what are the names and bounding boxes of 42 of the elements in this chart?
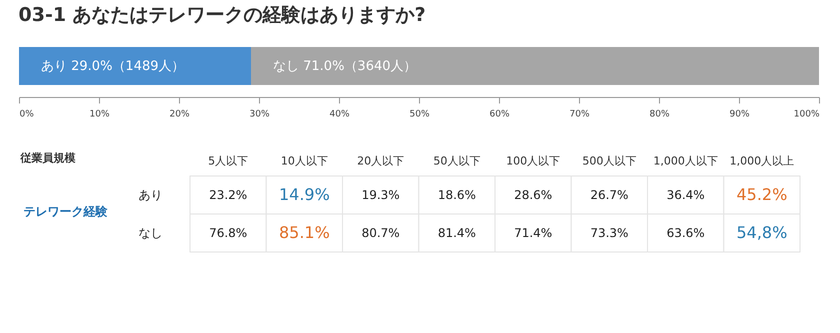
x-axis-title: 従業員規模 bbox=[20, 152, 76, 164]
data-label: 81.4% bbox=[438, 226, 476, 240]
x-tick-label: 20人以下 bbox=[357, 154, 404, 168]
data-label: 71.4% bbox=[514, 226, 552, 240]
x-tick-label: 70% bbox=[569, 110, 590, 120]
data-label: 18.6% bbox=[438, 188, 476, 202]
x-tick-label: 90% bbox=[729, 110, 750, 120]
data-label: 26.7% bbox=[590, 188, 628, 202]
y-tick-label: あり bbox=[138, 188, 162, 202]
x-tick-label: 80% bbox=[649, 110, 670, 120]
data-label: 76.8% bbox=[209, 226, 248, 240]
x-tick-label: 1,000人以上 bbox=[730, 154, 794, 168]
x-tick-label: 60% bbox=[489, 110, 510, 120]
text: あり 29.0%（1489人） bbox=[41, 59, 185, 74]
data-label: 54,8% bbox=[736, 223, 788, 242]
y-tick-label: なし bbox=[138, 226, 162, 240]
x-tick-label: 50% bbox=[409, 110, 430, 120]
x-tick-label: 10人以下 bbox=[280, 154, 328, 168]
x-tick-label: 5人以下 bbox=[208, 154, 248, 168]
x-tick-label: 100人以下 bbox=[506, 154, 560, 168]
x-tick-label: 1,000人以下 bbox=[653, 154, 718, 168]
data-label: 23.2% bbox=[209, 188, 248, 202]
x-tick-label: 40% bbox=[329, 110, 350, 120]
data-label: 73.3% bbox=[590, 226, 628, 240]
x-tick-label: 20% bbox=[169, 110, 190, 120]
data-label: 36.4% bbox=[666, 188, 705, 202]
x-tick-label: 0% bbox=[20, 110, 34, 120]
data-label: 85.1% bbox=[278, 223, 330, 242]
x-tick-label: 10% bbox=[89, 110, 110, 120]
data-label: 19.3% bbox=[362, 188, 400, 202]
x-tick-label: 500人以下 bbox=[582, 154, 636, 168]
data-label: 45.2% bbox=[736, 185, 788, 204]
data-label: 14.9% bbox=[278, 185, 330, 204]
text: なし 71.0%（3640人） bbox=[273, 59, 417, 74]
x-tick-label: 30% bbox=[249, 110, 270, 120]
data-label: 63.6% bbox=[666, 226, 705, 240]
data-label: 80.7% bbox=[362, 226, 400, 240]
chart-title: 03-1 あなたはテレワークの経験はありますか? bbox=[18, 4, 426, 26]
x-tick-label: 50人以下 bbox=[433, 154, 480, 168]
x-tick-label: 100% bbox=[794, 110, 820, 120]
y-axis-title: テレワーク経験 bbox=[24, 204, 108, 218]
data-label: 28.6% bbox=[514, 188, 552, 202]
